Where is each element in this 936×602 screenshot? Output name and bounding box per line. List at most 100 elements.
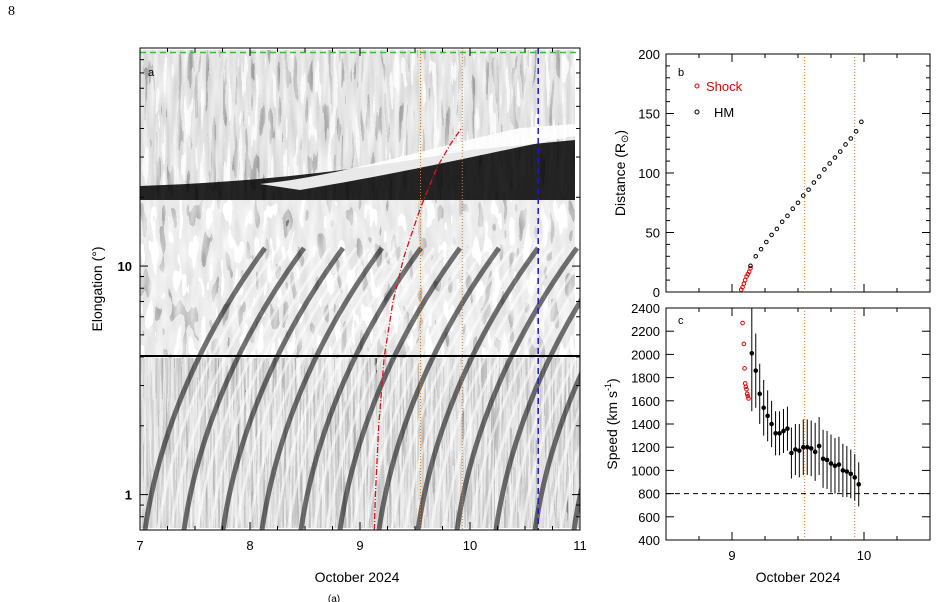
panel-b-overlays bbox=[804, 54, 856, 292]
panel-a-label: a bbox=[148, 67, 155, 79]
hm-point bbox=[779, 219, 785, 225]
panel-b-ylabel: Distance (R⊙) bbox=[612, 130, 631, 216]
brightness-streak bbox=[390, 247, 514, 530]
hm-point bbox=[812, 449, 818, 455]
y-tick-label: 100 bbox=[638, 166, 660, 181]
panel-a-xlabel: October 2024 bbox=[315, 569, 400, 585]
panel-b-axes: 0 50 100 150 200 bbox=[638, 47, 930, 300]
brightness-streak bbox=[493, 297, 580, 530]
hm-point bbox=[769, 232, 774, 238]
brightness-streak bbox=[337, 246, 463, 530]
hm-point bbox=[853, 129, 859, 134]
brightness-streak bbox=[403, 247, 527, 530]
shock-point bbox=[744, 386, 749, 392]
brightness-streaks bbox=[142, 246, 580, 530]
brightness-streak bbox=[247, 247, 371, 530]
hm-point bbox=[777, 430, 782, 436]
shock-point bbox=[746, 396, 751, 401]
hm-point bbox=[808, 446, 814, 451]
legend-shock-marker bbox=[694, 83, 700, 89]
brightness-streak bbox=[507, 321, 580, 530]
y-tick-label: 200 bbox=[638, 47, 660, 62]
panel-a-ylabel: Elongation (°) bbox=[89, 247, 105, 332]
brightness-streak bbox=[532, 370, 580, 530]
brightness-streak bbox=[442, 247, 566, 530]
hm-point bbox=[800, 193, 806, 198]
brightness-streak bbox=[169, 247, 293, 530]
hm-point bbox=[790, 206, 796, 211]
legend-hm-marker bbox=[694, 109, 700, 115]
hm-point bbox=[840, 468, 846, 473]
hm-point bbox=[785, 213, 790, 219]
y-tick-label: 1400 bbox=[631, 417, 660, 432]
hm-point bbox=[764, 239, 769, 245]
hm-point bbox=[827, 161, 832, 166]
hm-point bbox=[758, 246, 764, 252]
brightness-streak bbox=[364, 247, 488, 530]
brightness-streak bbox=[142, 246, 268, 530]
hm-point bbox=[848, 471, 854, 477]
panel-c-overlays bbox=[666, 308, 930, 540]
shock-point bbox=[745, 393, 751, 399]
hm-point bbox=[781, 428, 786, 434]
hm-point bbox=[836, 462, 842, 467]
hm-point bbox=[793, 447, 798, 452]
caption-stub: (a) bbox=[328, 594, 340, 602]
panel-c-marks bbox=[740, 308, 862, 507]
brightness-streak bbox=[195, 247, 319, 530]
hm-point bbox=[757, 391, 763, 397]
legend-hm-label: HM bbox=[714, 105, 734, 120]
y-tick-label: 1800 bbox=[631, 371, 660, 386]
hm-point bbox=[749, 350, 755, 356]
hm-point bbox=[832, 463, 838, 469]
brightness-streak bbox=[181, 246, 307, 530]
brightness-streak bbox=[234, 247, 358, 530]
hm-point bbox=[832, 155, 838, 160]
brightness-streak bbox=[298, 246, 424, 530]
brightness-streak bbox=[351, 247, 475, 530]
panel-b-marks bbox=[738, 119, 864, 292]
hm-point bbox=[769, 421, 774, 427]
panel-c-axes: 400 600 800 1000 1200 1400 1600 1800 2000 2200 240… bbox=[631, 301, 930, 563]
panel-b-label: b bbox=[678, 67, 684, 79]
hm-point bbox=[844, 469, 850, 474]
shock-point bbox=[740, 320, 745, 326]
hm-point bbox=[816, 443, 822, 449]
brightness-streak bbox=[481, 278, 580, 530]
y-tick-label: 1600 bbox=[631, 394, 660, 409]
hm-point bbox=[837, 149, 843, 154]
hm-point bbox=[843, 142, 848, 147]
brightness-streak bbox=[220, 246, 346, 530]
hm-point bbox=[748, 263, 753, 269]
hm-point bbox=[811, 180, 817, 185]
brightness-streak bbox=[571, 484, 580, 530]
hm-point bbox=[773, 430, 778, 436]
hm-point bbox=[816, 174, 822, 179]
panel-c: 400 600 800 1000 1200 1400 1600 1800 2000 2200 240… bbox=[603, 301, 931, 585]
brightness-streak bbox=[429, 247, 553, 530]
page-number: 8 bbox=[8, 4, 15, 19]
brightness-streak bbox=[325, 247, 449, 530]
brightness-streak bbox=[415, 246, 541, 530]
panel-c-label: c bbox=[678, 315, 684, 327]
x-tick-label: 9 bbox=[728, 548, 735, 563]
y-tick-label: 400 bbox=[638, 533, 660, 548]
brightness-streak bbox=[546, 404, 580, 530]
hm-point bbox=[820, 456, 826, 462]
hm-point bbox=[797, 448, 802, 453]
elongation-time-map bbox=[140, 50, 580, 530]
shock-point bbox=[748, 265, 753, 271]
hm-point bbox=[804, 444, 810, 450]
shock-point bbox=[743, 384, 749, 390]
panel-c-frame bbox=[665, 307, 931, 541]
panel-b: 0 50 100 150 200 b Shock HM Distance (R⊙) bbox=[612, 47, 931, 300]
y-tick-label: 10 bbox=[118, 259, 132, 274]
hm-point bbox=[822, 167, 827, 172]
brightness-streak bbox=[286, 247, 410, 530]
x-tick-label: 11 bbox=[573, 538, 587, 553]
y-tick-label: 800 bbox=[638, 487, 660, 502]
shock-point bbox=[744, 391, 750, 397]
